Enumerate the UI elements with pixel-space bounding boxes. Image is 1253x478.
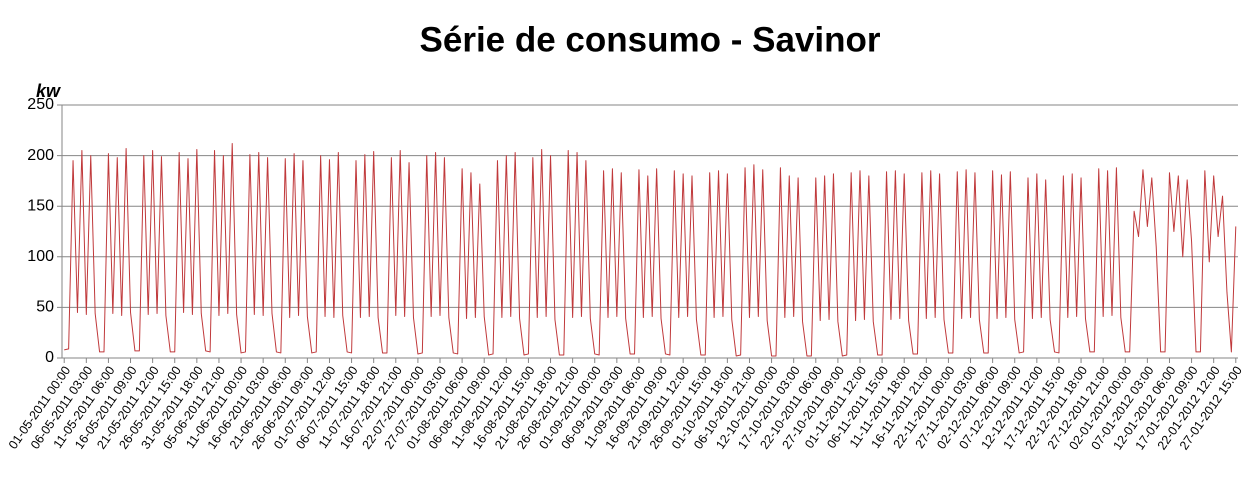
y-tick-label: 0 bbox=[45, 349, 54, 366]
chart-title: Série de consumo - Savinor bbox=[420, 20, 881, 59]
y-tick-label: 250 bbox=[27, 96, 54, 113]
y-tick-label: 100 bbox=[27, 248, 54, 265]
y-axis-label: kw bbox=[36, 81, 61, 101]
y-tick-label: 200 bbox=[27, 147, 54, 164]
y-tick-label: 50 bbox=[36, 299, 54, 316]
y-tick-label: 150 bbox=[27, 197, 54, 214]
series-line bbox=[64, 142, 1237, 357]
